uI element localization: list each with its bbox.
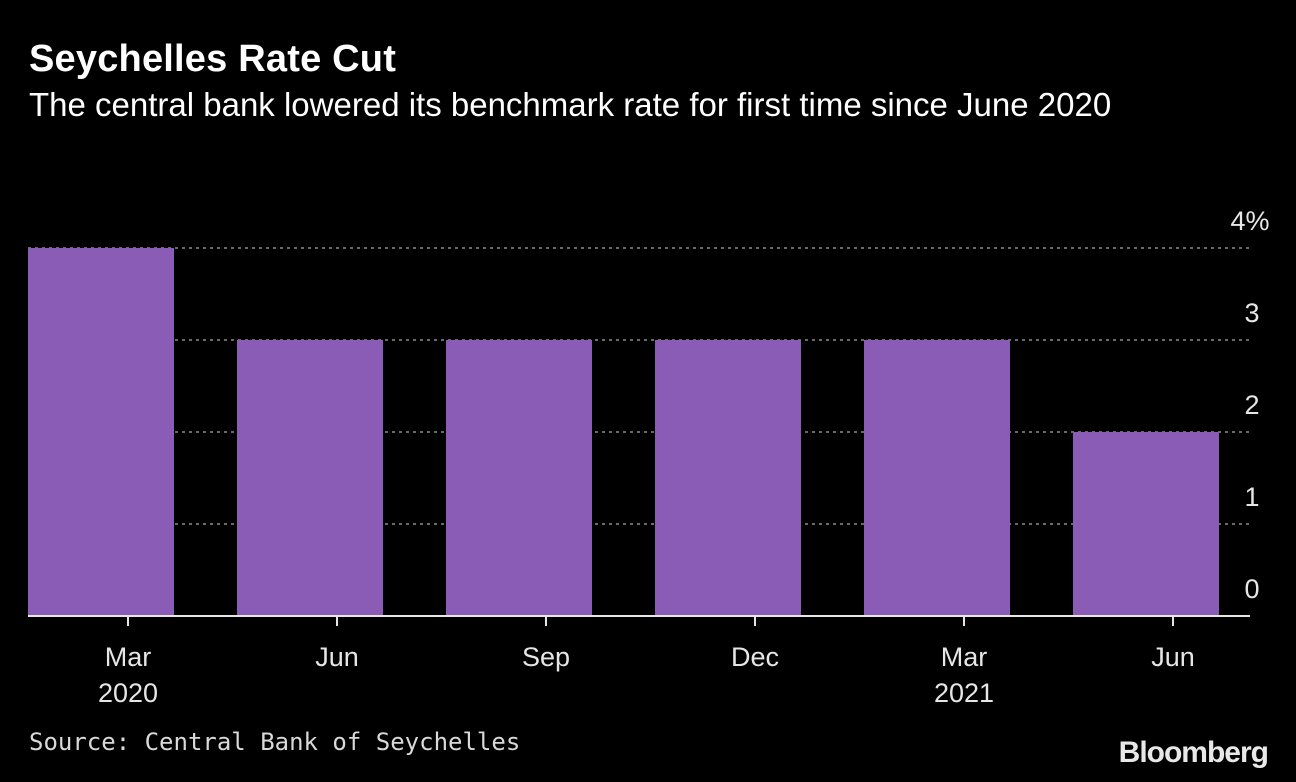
y-tick-label-2: 2 [1244,390,1259,420]
y-axis-ticks: 0 1 2 3 4% [1230,206,1269,604]
bar-5 [1073,432,1219,616]
y-tick-label-4: 4% [1230,206,1269,236]
bloomberg-logo: Bloomberg [1118,736,1269,769]
y-tick-label-1: 1 [1244,482,1259,512]
x-tick-label-2: Sep [522,642,570,672]
bar-0 [28,248,174,616]
bars [28,248,1219,616]
x-tick-label-3: Dec [731,642,779,672]
chart-title: Seychelles Rate Cut [29,38,397,80]
x-axis-ticks: Mar 2020 Jun Sep Dec Mar 2021 Jun [98,616,1195,708]
x-tick-label-1: Jun [315,642,359,672]
y-tick-label-0: 0 [1244,574,1259,604]
y-tick-label-3: 3 [1244,298,1259,328]
bar-3 [655,340,801,616]
bar-chart: 0 1 2 3 4% Mar 2020 Jun Sep Dec Mar 2021 Jun [28,206,1270,708]
bar-2 [446,340,592,616]
x-tick-year-4: 2021 [934,678,994,708]
x-tick-label-0: Mar [105,642,152,672]
x-tick-label-5: Jun [1151,642,1195,672]
source-note: Source: Central Bank of Seychelles [29,728,521,756]
x-tick-year-0: 2020 [98,678,158,708]
chart-subtitle: The central bank lowered its benchmark r… [29,86,1112,123]
x-tick-label-4: Mar [941,642,988,672]
bar-1 [237,340,383,616]
gridlines [28,247,1250,525]
bar-4 [864,340,1010,616]
